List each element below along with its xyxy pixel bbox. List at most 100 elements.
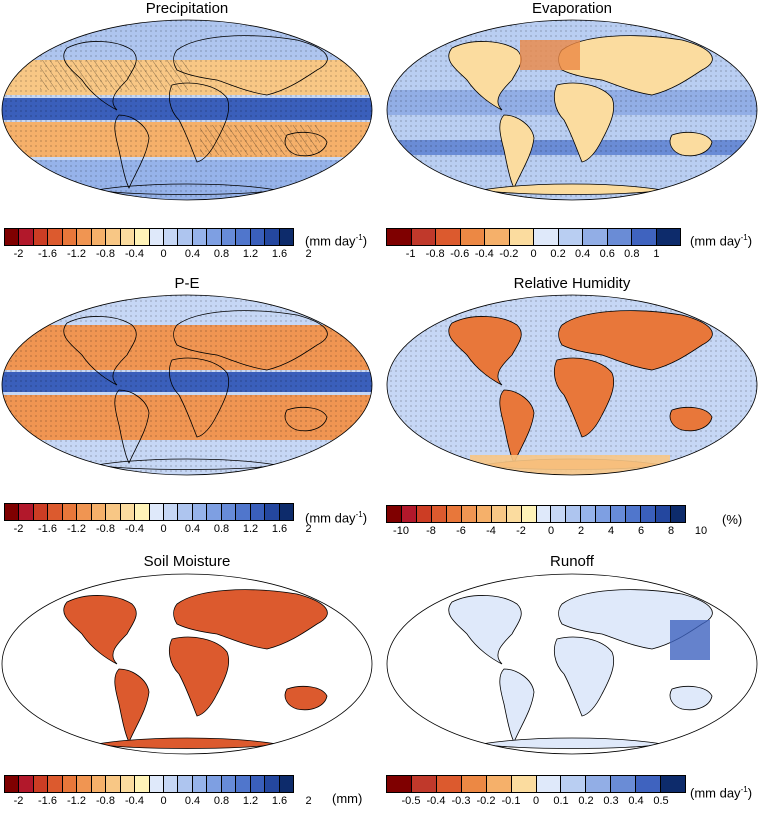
colorbar-tick-label: 1.6 xyxy=(271,248,288,260)
map-evaporation xyxy=(387,20,757,200)
colorbar-tick-label: -2 xyxy=(516,525,526,537)
colorbar-tick-label: -2 xyxy=(13,248,24,260)
colorbar-swatch xyxy=(661,776,686,792)
colorbar-swatch xyxy=(135,504,150,520)
colorbar-swatch xyxy=(436,229,461,245)
colorbar-swatch xyxy=(446,506,462,522)
colorbar-swatch xyxy=(192,776,208,792)
colorbar-swatch xyxy=(236,504,251,520)
colorbar-tick-label: 0.4 xyxy=(628,795,644,807)
colorbar-swatch xyxy=(431,506,447,522)
colorbar-swatch xyxy=(566,506,582,522)
colorbar-unit-0: (mm day-1) xyxy=(305,233,368,249)
colorbar-swatch xyxy=(62,504,78,520)
colorbar-swatch xyxy=(279,776,294,792)
colorbar-tick-label: -0.8 xyxy=(96,795,115,807)
colorbar-ticks-0: -2 -1.6 -1.2 -0.8 -0.4 0 0.4 0.8 1.2 1.6 2 xyxy=(4,248,312,262)
colorbar-ticks-2: -2 -1.6 -1.2 -0.8 -0.4 0 0.4 0.8 1.2 1.6 2 xyxy=(4,523,312,537)
colorbar-tick-label: 0.4 xyxy=(575,248,591,260)
colorbar-swatch xyxy=(33,229,49,245)
colorbar-swatch xyxy=(460,229,485,245)
colorbar-swatch xyxy=(120,229,136,245)
colorbar-tick-label: 0 xyxy=(530,248,537,260)
colorbar-swatch xyxy=(461,776,487,792)
colorbar-swatch xyxy=(416,506,432,522)
colorbar-swatch xyxy=(163,229,179,245)
colorbar-tick-label: -2 xyxy=(13,795,24,807)
map-relative-humidity xyxy=(387,295,757,475)
colorbar-tick-label: 2 xyxy=(305,248,312,260)
colorbar-tick-label: 0.8 xyxy=(213,248,230,260)
colorbar-swatch xyxy=(178,776,193,792)
colorbar-swatch xyxy=(656,506,672,522)
colorbar-swatch xyxy=(120,776,136,792)
colorbar-swatch xyxy=(461,506,477,522)
map-soil-moisture xyxy=(2,574,372,754)
colorbar-tick-label: -4 xyxy=(486,525,496,537)
colorbar-tick-label: 6 xyxy=(637,525,645,537)
colorbar-swatch xyxy=(106,776,121,792)
colorbar-swatch xyxy=(671,506,686,522)
colorbar-swatch xyxy=(279,504,294,520)
colorbar-tick-label: 0 xyxy=(160,795,167,807)
colorbar-tick-label: 1.6 xyxy=(271,795,288,807)
colorbar-swatch xyxy=(149,504,164,520)
colorbar-tick-label: -0.5 xyxy=(401,795,421,807)
colorbar-swatch xyxy=(135,229,150,245)
panel-title-p-e: P-E xyxy=(174,275,200,292)
colorbar-swatch xyxy=(149,776,164,792)
colorbar-5 xyxy=(386,775,686,793)
colorbar-tick-label: 0.2 xyxy=(578,795,594,807)
colorbar-swatch xyxy=(536,776,562,792)
colorbar-swatch xyxy=(250,776,266,792)
colorbar-swatch xyxy=(135,776,150,792)
colorbar-swatch xyxy=(120,504,136,520)
colorbar-unit-3: (%) xyxy=(722,512,743,527)
colorbar-swatch xyxy=(192,229,208,245)
colorbar-3 xyxy=(386,505,686,523)
colorbar-swatch xyxy=(48,504,63,520)
colorbar-tick-label: -1 xyxy=(405,248,416,260)
colorbar-0 xyxy=(4,228,294,246)
colorbar-swatch xyxy=(91,504,107,520)
colorbar-swatch xyxy=(5,229,20,245)
colorbar-tick-label: -1.2 xyxy=(67,523,86,535)
colorbar-tick-label: 2 xyxy=(305,523,312,535)
colorbar-ticks-1: -1 -0.8 -0.6 -0.4 -0.2 0 0.2 0.4 0.6 0.8 1 xyxy=(386,248,681,262)
colorbar-swatch xyxy=(581,506,597,522)
colorbar-swatch xyxy=(551,506,567,522)
colorbar-tick-label: 1.2 xyxy=(242,795,259,807)
colorbar-unit-1: (mm day-1) xyxy=(690,233,753,249)
colorbar-swatch xyxy=(77,504,92,520)
colorbar-4 xyxy=(4,775,294,793)
colorbar-tick-label: 4 xyxy=(607,525,615,537)
colorbar-swatch xyxy=(387,776,412,792)
colorbar-swatch xyxy=(279,229,294,245)
panel-title-precipitation: Precipitation xyxy=(145,0,229,17)
colorbar-ticks-5: -0.5 -0.4 -0.3 -0.2 -0.1 0 0.1 0.2 0.3 0.4 0.5 xyxy=(386,795,686,809)
colorbar-swatch xyxy=(77,229,92,245)
colorbar-swatch xyxy=(611,506,627,522)
colorbar-swatch xyxy=(265,229,280,245)
colorbar-tick-label: -6 xyxy=(456,525,466,537)
colorbar-swatch xyxy=(221,229,237,245)
colorbar-swatch xyxy=(48,229,63,245)
colorbar-swatch xyxy=(19,776,34,792)
colorbar-tick-label: -0.8 xyxy=(425,248,445,260)
colorbar-tick-label: -0.3 xyxy=(451,795,471,807)
colorbar-unit-2: (mm day-1) xyxy=(305,510,368,526)
colorbar-swatch xyxy=(491,506,507,522)
colorbar-1 xyxy=(386,228,681,246)
colorbar-tick-label: 1 xyxy=(653,248,660,260)
colorbar-ticks-3: -10 -8 -6 -4 -2 0 2 4 6 8 10 xyxy=(386,525,707,539)
colorbar-swatch xyxy=(641,506,657,522)
colorbar-swatch xyxy=(48,776,63,792)
colorbar-tick-label: -2 xyxy=(13,523,24,535)
colorbar-unit-4: (mm) xyxy=(332,791,363,806)
colorbar-tick-label: 8 xyxy=(667,525,675,537)
colorbar-tick-label: 0.4 xyxy=(184,795,201,807)
colorbar-swatch xyxy=(411,229,436,245)
colorbar-swatch xyxy=(207,776,222,792)
colorbar-tick-label: -1.6 xyxy=(38,795,57,807)
colorbar-tick-label: 0 xyxy=(160,248,167,260)
